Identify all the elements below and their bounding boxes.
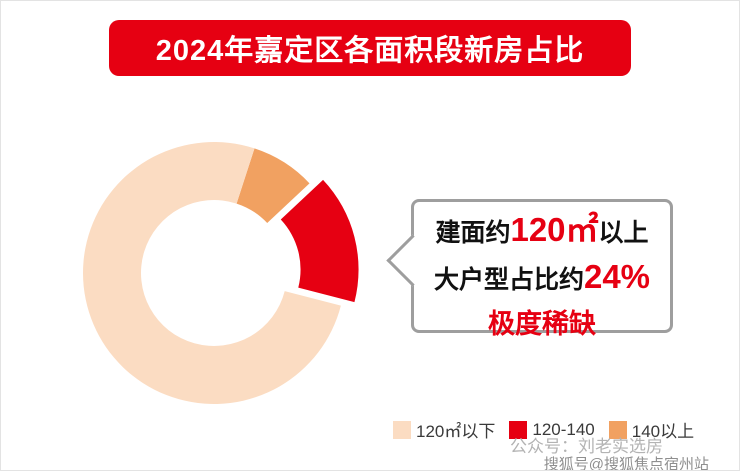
callout-emphasis: 极度稀缺 [488, 309, 596, 339]
watermark-sohu: 搜狐号@搜狐焦点宿州站 [543, 456, 709, 471]
donut-segment [82, 141, 341, 404]
callout-line-2: 大户型占比约24% [418, 257, 666, 304]
callout-text: 以上 [598, 219, 649, 247]
legend-item-under-120: 120㎡以下 [393, 417, 495, 442]
legend-label: 120-140 [532, 419, 595, 439]
watermark-public-account: 公众号：刘老实选房 [510, 437, 663, 456]
donut-segment [280, 179, 359, 303]
legend-swatch-over-140 [608, 420, 627, 439]
callout-box: 建面约120㎡以上 大户型占比约24% 极度稀缺 [386, 199, 673, 339]
callout-value-percent: 24% [583, 258, 651, 295]
callout-value-area: 120㎡ [510, 211, 599, 248]
legend-label: 120㎡以下 [416, 422, 496, 441]
callout-line-1: 建面约120㎡以上 [418, 210, 666, 257]
donut-segment [236, 148, 310, 224]
callout-line-3: 极度稀缺 [418, 304, 666, 349]
legend-label: 140以上 [631, 422, 695, 441]
donut-chart [54, 113, 374, 433]
chart-legend: 120㎡以下 120-140 140以上 [393, 417, 694, 442]
title-banner: 2024年嘉定区各面积段新房占比 [109, 20, 631, 76]
legend-item-120-140: 120-140 [509, 419, 595, 440]
legend-swatch-120-140 [509, 420, 528, 439]
donut-svg [82, 141, 359, 404]
callout-text: 大户型占比约 [433, 266, 584, 294]
callout-text: 建面约 [435, 219, 511, 247]
legend-item-over-140: 140以上 [608, 417, 695, 442]
legend-swatch-under-120 [393, 420, 411, 439]
page-title: 2024年嘉定区各面积段新房占比 [155, 35, 585, 67]
